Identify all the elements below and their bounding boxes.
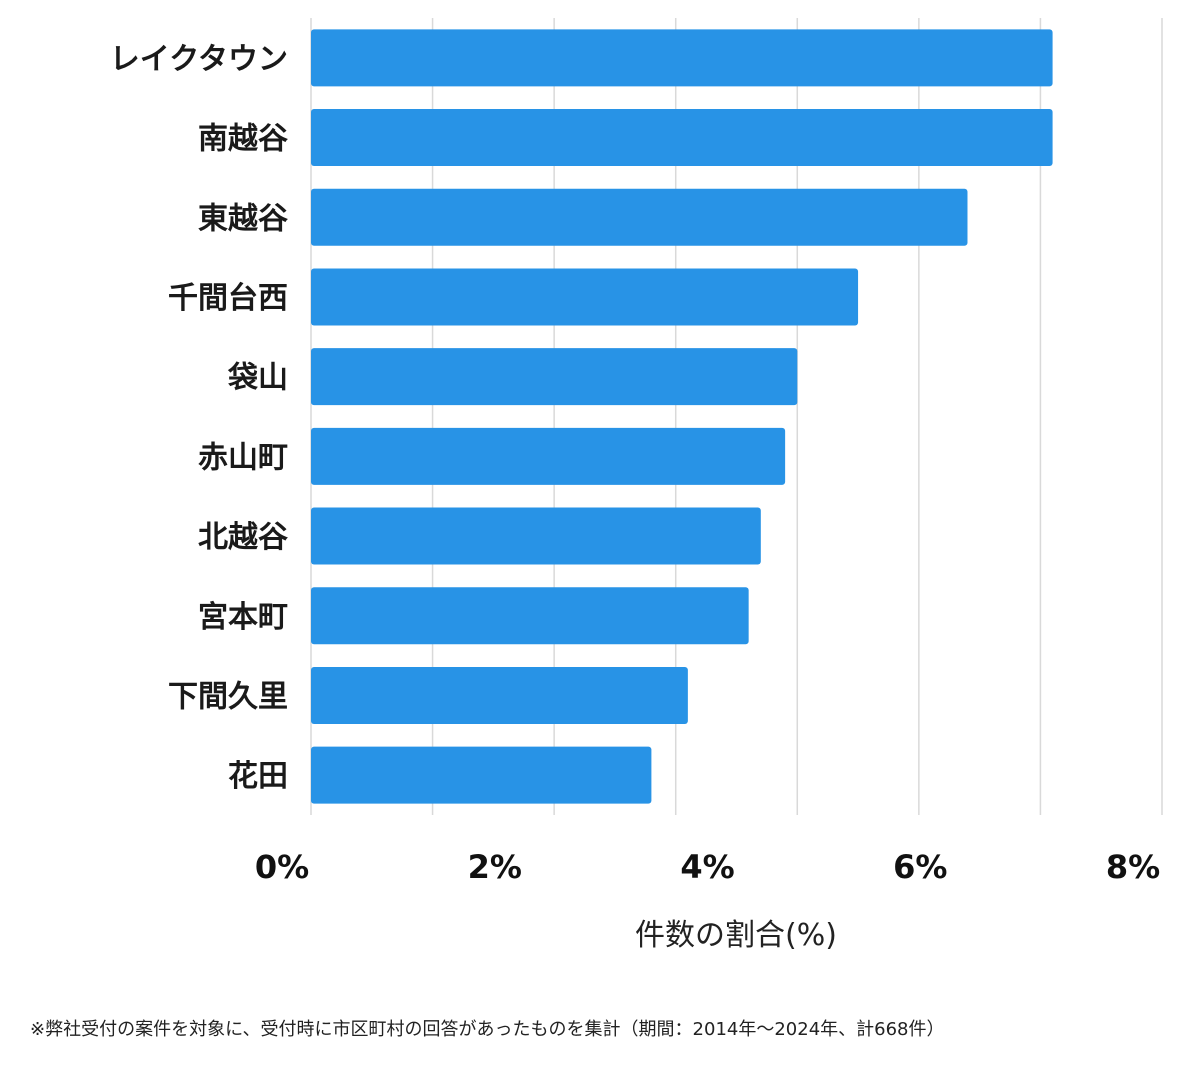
bar — [311, 587, 749, 645]
x-tick-labels: 0% 2% 4% 6% 8% — [255, 848, 1160, 886]
category-label: 下間久里 — [168, 679, 288, 714]
x-tick-label: 6% — [893, 848, 947, 886]
bar — [311, 427, 786, 485]
category-label: 東越谷 — [198, 201, 288, 236]
bar — [311, 29, 1053, 87]
bar — [311, 188, 968, 246]
bar — [311, 746, 652, 804]
footnote: ※弊社受付の案件を対象に、受付時に市区町村の回答があったものを集計（期間：201… — [30, 1019, 945, 1040]
x-tick-label: 8% — [1106, 848, 1160, 886]
category-label: 花田 — [228, 759, 288, 794]
category-label: 南越谷 — [198, 122, 288, 157]
bars — [311, 29, 1053, 804]
category-label: 北越谷 — [198, 520, 288, 555]
category-label: レイクタウン — [110, 42, 288, 77]
category-label: 赤山町 — [198, 440, 288, 475]
bar — [311, 109, 1053, 167]
x-tick-label: 4% — [680, 848, 734, 886]
category-label: 宮本町 — [198, 600, 288, 635]
x-tick-label: 2% — [468, 848, 522, 886]
bar — [311, 507, 761, 565]
category-label: 袋山 — [227, 361, 288, 396]
category-label: 千間台西 — [168, 281, 288, 316]
bar — [311, 666, 688, 724]
bar — [311, 268, 859, 326]
x-axis-title: 件数の割合(%) — [635, 918, 837, 953]
bar — [311, 348, 798, 406]
x-tick-label: 0% — [255, 848, 309, 886]
